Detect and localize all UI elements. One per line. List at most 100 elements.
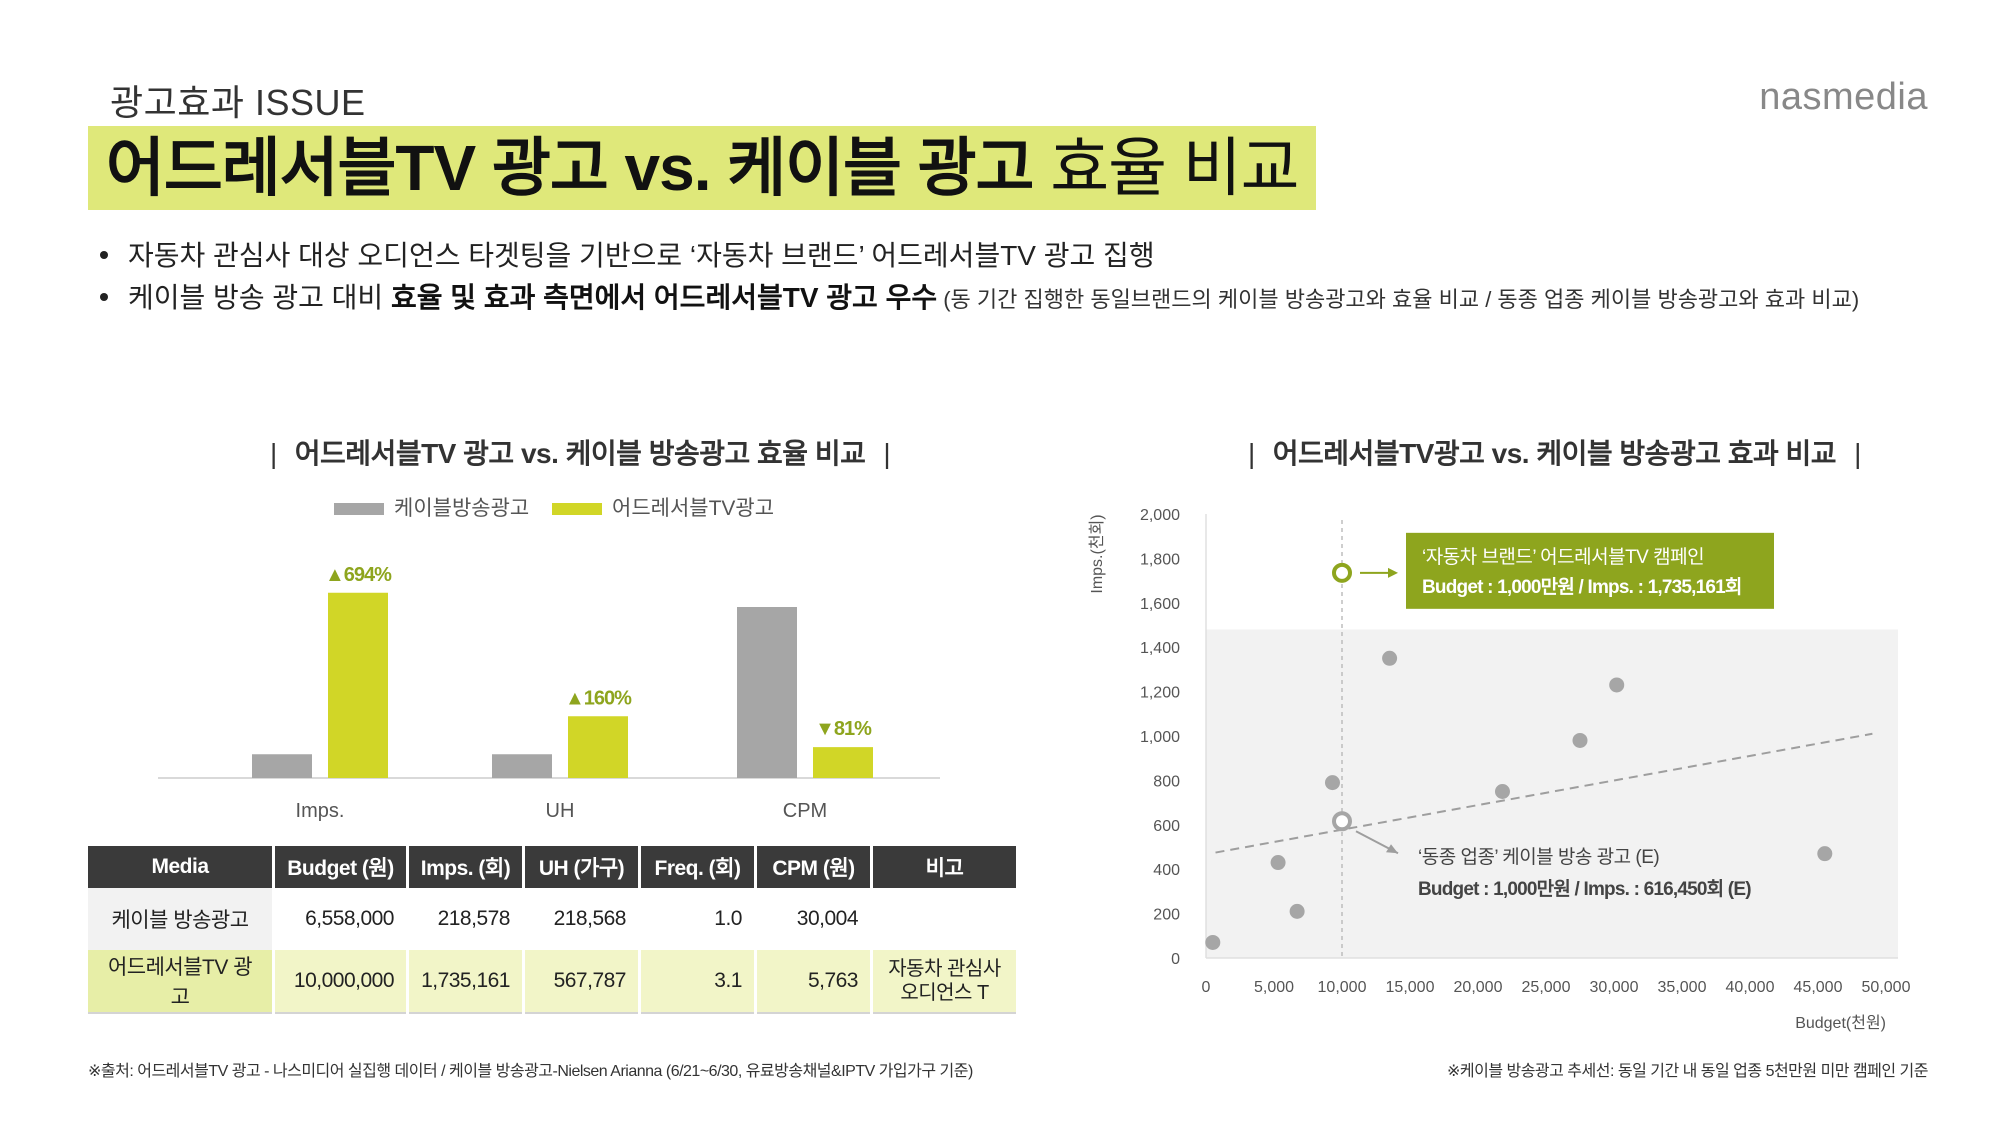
table-cell: 30,004 (755, 888, 873, 950)
scatter-point (1289, 903, 1305, 919)
bar-chart: Imps. ▲694% UH ▲160% CPM ▼81% (158, 564, 940, 822)
bullet-2-text: 케이블 방송 광고 대비 (128, 282, 391, 313)
x-tick-label: 50,000 (1862, 979, 1911, 996)
legend-addressable: 어드레서블TV광고 (552, 492, 774, 522)
bullet-1-text: 자동차 관심사 대상 오디언스 타겟팅을 기반으로 ‘자동차 브랜드’ 어드레서… (128, 240, 1155, 271)
table-header-cell: Budget (원) (273, 846, 409, 888)
y-tick-label: 1,200 (1140, 685, 1180, 702)
title-divider: | (270, 438, 277, 469)
addressable-callout-line1: ‘자동차 브랜드’ 어드레서블TV 캠페인 (1422, 546, 1704, 568)
cable-callout-line1: ‘동종 업종’ 케이블 방송 광고 (E) (1418, 846, 1659, 868)
scatter-point (1609, 677, 1625, 693)
addressable-callout-line2: Budget : 1,000만원 / Imps. : 1,735,161회 (1422, 576, 1742, 598)
title-highlight (88, 126, 1316, 210)
addressable-callout-box (1406, 532, 1774, 609)
bullet-2: 케이블 방송 광고 대비 효율 및 효과 측면에서 어드레서블TV 광고 우수 … (100, 276, 1859, 316)
x-tick-label: 30,000 (1590, 979, 1639, 996)
table-header-cell: Freq. (회) (639, 846, 757, 888)
brand-logo: nasmedia (1759, 76, 1928, 118)
bar-addressable (813, 747, 873, 778)
data-label: ▼81% (815, 718, 872, 740)
title-divider: | (1248, 438, 1255, 469)
bullet-2-bold: 효율 및 효과 측면에서 어드레서블TV 광고 우수 (390, 282, 938, 313)
trendline-note: ※케이블 방송광고 추세선: 동일 기간 내 동일 업종 5천만원 미만 캠페인… (1446, 1063, 1929, 1080)
scatter-point (1324, 775, 1340, 791)
x-tick-label: Imps. (296, 800, 345, 822)
table-header-cell: Imps. (회) (407, 846, 525, 888)
x-tick-label: 15,000 (1386, 979, 1435, 996)
table-cell (871, 888, 1016, 950)
table-cell: 1.0 (639, 888, 757, 950)
trendline (1215, 732, 1873, 854)
addressable-point (1332, 562, 1352, 583)
scatter-point (1494, 784, 1510, 799)
table-cell: 어드레서블TV 광고 (88, 950, 275, 1014)
y-tick-label: 2,000 (1140, 507, 1180, 524)
shaded-region (1206, 629, 1898, 958)
bar-addressable (328, 592, 388, 778)
y-tick-label: 0 (1171, 951, 1180, 968)
legend-addressable-label: 어드레서블TV광고 (612, 497, 775, 520)
y-tick-label: 600 (1153, 818, 1180, 835)
x-tick-label: 25,000 (1522, 979, 1571, 996)
y-tick-label: 1,600 (1140, 596, 1180, 613)
table-row: 케이블 방송광고 6,558,000 218,578 218,568 1.0 3… (88, 888, 1016, 950)
page-title-bold: 어드레서블TV 광고 vs. 케이블 광고 (106, 132, 1034, 204)
scatter-point (1205, 934, 1221, 950)
page-title-light: 효율 비교 (1050, 132, 1299, 204)
page-title: 어드레서블TV 광고 vs. 케이블 광고 효율 비교 (106, 128, 1300, 208)
table-cell: 10,000,000 (273, 950, 409, 1014)
bar-cable (737, 607, 797, 778)
scatter-point (1270, 855, 1286, 871)
right-section-title: | 어드레서블TV광고 vs. 케이블 방송광고 효과 비교 | (1230, 432, 1879, 472)
table-cell: 6,558,000 (273, 888, 409, 950)
legend-swatch-addressable (552, 503, 602, 516)
x-tick-label: 40,000 (1726, 979, 1775, 996)
left-section-title-text: 어드레서블TV 광고 vs. 케이블 방송광고 효율 비교 (294, 438, 866, 469)
y-tick-label: 1,800 (1140, 551, 1180, 568)
title-divider: | (1854, 438, 1861, 469)
legend-swatch-cable (334, 503, 384, 516)
cable-callout-line2: Budget : 1,000만원 / Imps. : 616,450회 (E) (1418, 878, 1751, 900)
right-section-title-text: 어드레서블TV광고 vs. 케이블 방송광고 효과 비교 (1272, 438, 1837, 469)
table-cell: 자동차 관심사 오디언스 T (871, 950, 1016, 1014)
data-label: ▲694% (325, 564, 392, 586)
table-cell: 3.1 (639, 950, 757, 1014)
table-header-cell: 비고 (871, 846, 1016, 888)
issue-label: 광고효과 ISSUE (110, 82, 366, 123)
x-tick-label: 20,000 (1454, 979, 1503, 996)
table-cell: 218,578 (407, 888, 525, 950)
title-divider: | (883, 438, 891, 469)
y-tick-label: 200 (1153, 907, 1180, 924)
x-tick-label: 0 (1202, 979, 1211, 996)
data-label: ▲160% (565, 687, 632, 709)
x-tick-label: UH (546, 800, 575, 822)
scatter-point (1817, 846, 1833, 862)
y-tick-label: 400 (1153, 862, 1180, 879)
table-cell: 5,763 (755, 950, 873, 1014)
legend-cable: 케이블방송광고 (334, 492, 529, 522)
table-row: 어드레서블TV 광고 10,000,000 1,735,161 567,787 … (88, 950, 1016, 1014)
source-note: ※출처: 어드레서블TV 광고 - 나스미디어 실집행 데이터 / 케이블 방송… (88, 1063, 973, 1080)
bullet-dot (100, 292, 108, 301)
bar-addressable (568, 716, 628, 778)
x-tick-label: 35,000 (1658, 979, 1707, 996)
table-cell: 케이블 방송광고 (88, 888, 275, 950)
scatter-chart: 0 200 400 600 800 1,000 1,200 1,400 1,600 1,800 2,… (1088, 507, 1911, 1032)
x-tick-label: 10,000 (1318, 979, 1367, 996)
cable-callout-arrowhead (1386, 844, 1398, 854)
y-axis-label: Imps.(천회) (1088, 514, 1106, 593)
addressable-callout-arrowhead (1388, 567, 1398, 578)
table-header-cell: CPM (원) (755, 846, 873, 888)
table-cell: 567,787 (523, 950, 641, 1014)
legend-cable-label: 케이블방송광고 (394, 497, 530, 520)
y-tick-label: 1,000 (1140, 729, 1180, 746)
x-axis-label: Budget(천원) (1795, 1014, 1886, 1032)
y-tick-label: 800 (1153, 773, 1180, 790)
table-header-row: Media Budget (원) Imps. (회) UH (가구) Freq.… (88, 846, 1016, 888)
comparison-table: Media Budget (원) Imps. (회) UH (가구) Freq.… (88, 846, 1016, 1014)
x-tick-label: 45,000 (1794, 979, 1843, 996)
y-tick-label: 1,400 (1140, 640, 1180, 657)
left-section-title: | 어드레서블TV 광고 vs. 케이블 방송광고 효율 비교 | (252, 432, 908, 472)
bullet-1: 자동차 관심사 대상 오디언스 타겟팅을 기반으로 ‘자동차 브랜드’ 어드레서… (100, 234, 1155, 274)
